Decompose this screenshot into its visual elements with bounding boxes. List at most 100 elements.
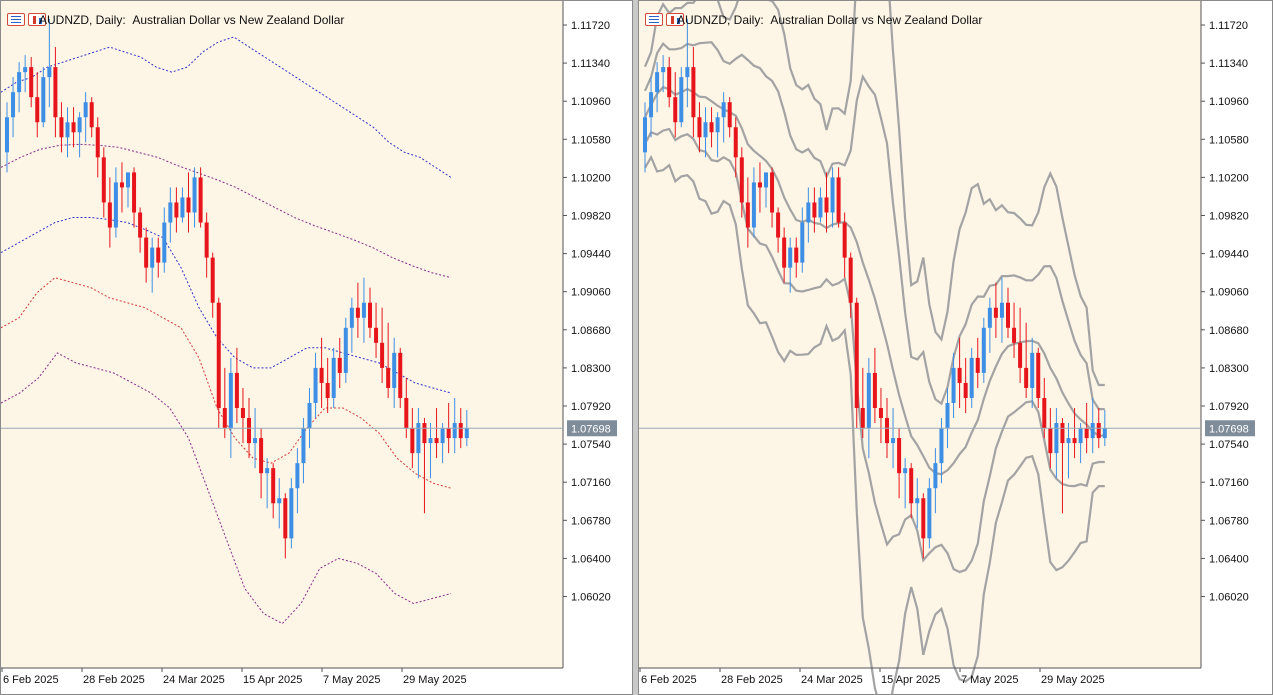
- bullish-candle: [47, 67, 52, 78]
- bullish-candle: [17, 72, 22, 93]
- date-tick-label: 28 Feb 2025: [83, 674, 145, 686]
- bullish-candle: [830, 177, 835, 213]
- bearish-candle: [1012, 327, 1017, 343]
- candles-icon[interactable]: [666, 13, 684, 26]
- bearish-candle: [812, 202, 817, 218]
- chart-window-left[interactable]: 1.11720 1.11340 1.10960 1.10580 1.10200 1.098…: [0, 0, 633, 695]
- bullish-candle: [253, 438, 258, 444]
- chart-list-icon[interactable]: [645, 13, 663, 26]
- bearish-candle: [95, 127, 100, 158]
- bearish-candle: [739, 157, 744, 203]
- bullish-candle: [361, 302, 366, 318]
- bearish-candle: [697, 117, 702, 138]
- price-tick-label: 1.06400: [1209, 553, 1249, 565]
- bearish-candle: [59, 117, 64, 138]
- bearish-candle: [210, 257, 215, 303]
- bearish-candle: [35, 97, 40, 123]
- bearish-candle: [53, 67, 58, 118]
- bearish-candle: [963, 382, 968, 398]
- bearish-candle: [909, 468, 914, 504]
- date-tick-label: 6 Feb 2025: [3, 674, 59, 686]
- bearish-candle: [1048, 428, 1053, 454]
- price-tick-label: 1.09440: [571, 249, 611, 261]
- bearish-candle: [119, 182, 124, 188]
- bearish-candle: [776, 212, 781, 238]
- date-tick-label: 6 Feb 2025: [641, 674, 697, 686]
- bearish-candle: [842, 222, 847, 258]
- bullish-candle: [1102, 428, 1107, 439]
- bearish-candle: [848, 257, 853, 303]
- bullish-candle: [301, 428, 306, 464]
- bearish-candle: [458, 423, 463, 439]
- bullish-candle: [987, 307, 992, 328]
- bearish-candle: [770, 172, 775, 213]
- bullish-candle: [41, 77, 46, 123]
- bullish-candle: [113, 182, 118, 228]
- bearish-candle: [993, 307, 998, 318]
- candles-icon[interactable]: [28, 13, 46, 26]
- plot-area[interactable]: [1, 1, 563, 668]
- bullish-candle: [343, 327, 348, 373]
- bullish-candle: [277, 498, 282, 504]
- date-tick-label: 15 Apr 2025: [243, 674, 302, 686]
- candlestick-chart[interactable]: 1.11720 1.11340 1.10960 1.10580 1.10200 1.098…: [639, 1, 1273, 695]
- price-tick-label: 1.10580: [1209, 134, 1249, 146]
- price-tick-label: 1.07920: [1209, 401, 1249, 413]
- price-tick-label: 1.11720: [1209, 20, 1248, 32]
- envelope-line: [1, 352, 452, 625]
- bullish-candle: [349, 307, 354, 328]
- bullish-candle: [661, 67, 666, 73]
- price-tick-label: 1.06020: [1209, 592, 1249, 604]
- bullish-candle: [392, 352, 397, 388]
- bearish-candle: [957, 367, 962, 383]
- price-tick-label: 1.09060: [1209, 287, 1249, 299]
- bullish-candle: [806, 202, 811, 223]
- bullish-candle: [440, 428, 445, 444]
- bearish-candle: [824, 197, 829, 213]
- bearish-candle: [144, 237, 149, 268]
- bullish-candle: [939, 428, 944, 464]
- current-price-tag: [1205, 420, 1255, 437]
- bullish-candle: [313, 367, 318, 403]
- price-tick-label: 1.07540: [571, 439, 611, 451]
- bullish-candle: [228, 372, 233, 429]
- bearish-candle: [234, 372, 239, 409]
- current-price-value: 1.07698: [1209, 423, 1249, 435]
- envelope-line: [1, 143, 452, 279]
- chart-window-right[interactable]: 1.11720 1.11340 1.10960 1.10580 1.10200 1.098…: [638, 0, 1273, 695]
- current-price-tag: [567, 420, 617, 437]
- bearish-candle: [872, 372, 877, 409]
- bullish-candle: [891, 438, 896, 444]
- price-tick-label: 1.09440: [1209, 249, 1249, 261]
- title-icons: [7, 13, 46, 26]
- bearish-candle: [398, 352, 403, 398]
- bearish-candle: [259, 438, 264, 474]
- title-icons: [645, 13, 684, 26]
- bullish-candle: [1078, 428, 1083, 444]
- bullish-candle: [307, 402, 312, 429]
- bullish-candle: [168, 202, 173, 223]
- price-tick-label: 1.06020: [571, 592, 611, 604]
- bearish-candle: [404, 397, 409, 429]
- bearish-candle: [337, 357, 342, 373]
- bullish-candle: [464, 428, 469, 439]
- band-lower-line: [644, 127, 1105, 574]
- bearish-candle: [1018, 342, 1023, 368]
- plot-area[interactable]: [639, 1, 1201, 668]
- bearish-candle: [198, 177, 203, 223]
- candlestick-chart[interactable]: 1.11720 1.11340 1.10960 1.10580 1.10200 1.098…: [1, 1, 633, 695]
- bullish-candle: [715, 117, 720, 133]
- bullish-candle: [65, 122, 70, 138]
- chart-list-icon[interactable]: [7, 13, 25, 26]
- bearish-candle: [283, 498, 288, 539]
- bearish-candle: [204, 222, 209, 258]
- bearish-candle: [216, 302, 221, 409]
- price-tick-label: 1.09060: [571, 287, 611, 299]
- price-tick-label: 1.08300: [571, 363, 611, 375]
- bearish-candle: [240, 408, 245, 419]
- bullish-candle: [685, 67, 690, 78]
- chart-symbol: AUDNZD, Daily:: [39, 13, 126, 27]
- bearish-candle: [1060, 423, 1065, 444]
- price-tick-label: 1.10960: [1209, 96, 1249, 108]
- window-splitter[interactable]: [633, 0, 638, 695]
